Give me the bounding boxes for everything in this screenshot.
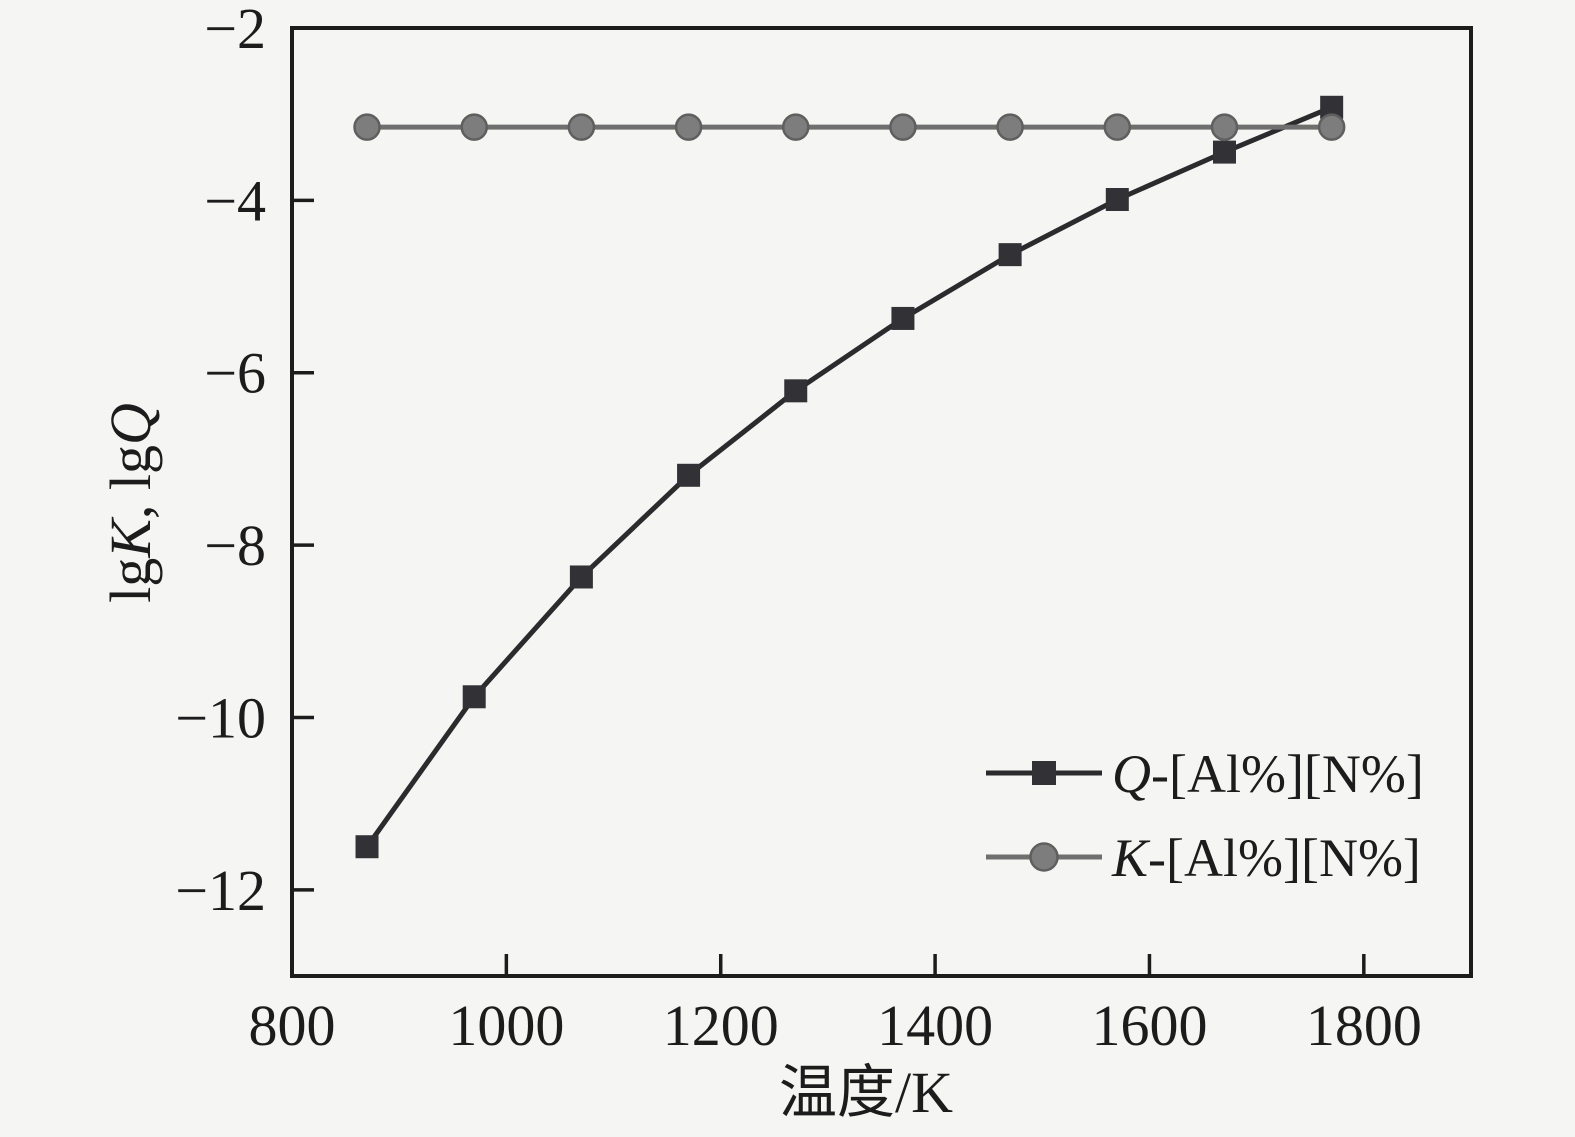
y-axis-title-segment: K [98,516,163,559]
legend: Q-[Al%][N%]K-[Al%][N%] [986,744,1424,888]
series-q-marker [355,835,379,859]
y-axis-title-segment: Q [98,403,163,445]
y-axis-title-segment: lg [98,558,163,603]
legend-marker-circle [1029,842,1059,872]
series-q-marker [784,379,808,403]
series-q-marker [1320,95,1344,119]
x-axis-tick-label: 1800 [1306,993,1422,1058]
legend-label-segment: K [1111,828,1151,888]
series-q-marker [462,685,486,709]
legend-item-label: Q-[Al%][N%] [1112,744,1424,804]
legend-label-segment: Q [1112,744,1151,804]
x-axis-tick-label: 1600 [1091,993,1207,1058]
series-k-marker [1103,113,1132,141]
series-q-marker [677,463,701,487]
series-q-marker [998,243,1022,267]
legend-item: Q-[Al%][N%] [986,744,1424,804]
series-k-marker [567,113,596,141]
y-axis-tick-label: −6 [204,341,266,406]
series-k-marker [1317,113,1346,141]
x-axis-tick-label: 1000 [448,993,564,1058]
series-k-marker [353,113,381,141]
x-axis-title: 温度/K [779,1060,953,1125]
x-axis-tick-label: 1200 [663,993,779,1058]
y-axis-tick-label: −4 [204,168,266,233]
series-k-marker [889,113,917,141]
y-axis-tick-label: −8 [204,513,266,578]
series-k-marker [460,113,488,141]
series-q-marker [1212,140,1236,164]
series-q-line [364,104,1333,849]
x-axis-tick-label: 1400 [877,993,993,1058]
y-axis-title: lgK, lgQ [98,403,163,603]
legend-label-segment: -[Al%][N%] [1151,744,1424,804]
y-axis-tick-label: −12 [175,858,266,923]
series-k-marker [996,113,1024,141]
series-q-marker [891,306,915,330]
x-axis-tick-label: 800 [249,993,336,1058]
series-q-marker [1105,188,1129,212]
series-q-marker [569,565,593,589]
legend-item: K-[Al%][N%] [986,828,1421,888]
y-axis-tick-label: −2 [204,0,266,61]
legend-label-segment: -[Al%][N%] [1148,828,1421,888]
series-k-marker [1210,113,1239,141]
legend-marker-square [1032,761,1056,785]
y-axis-title-segment: , lg [98,445,163,519]
series-k-marker [782,113,810,141]
series-k-marker [674,113,703,141]
y-axis-tick-label: −10 [175,685,266,750]
plot-frame [290,26,1473,978]
legend-item-label: K-[Al%][N%] [1111,828,1421,888]
